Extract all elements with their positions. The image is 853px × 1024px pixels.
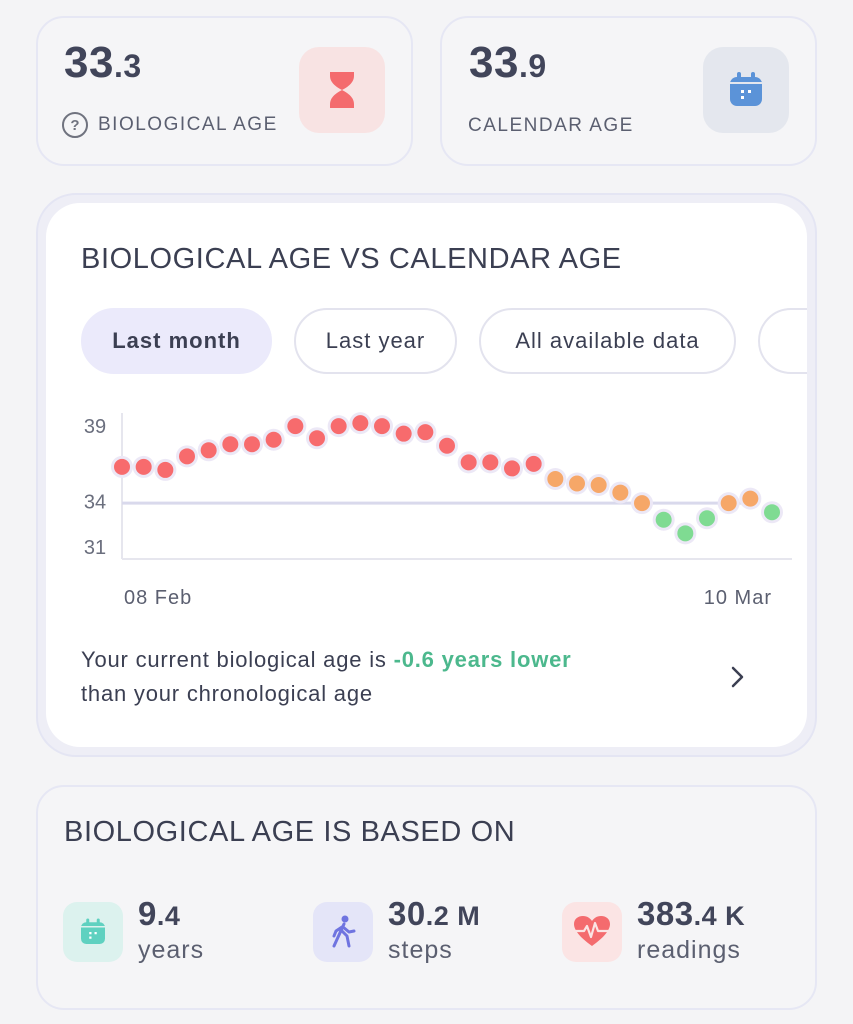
calendar-age-value: 33.9: [469, 38, 547, 87]
help-icon[interactable]: ?: [62, 112, 88, 138]
chevron-right-icon[interactable]: [730, 663, 746, 698]
data-point: [699, 510, 715, 527]
data-point: [157, 461, 174, 478]
data-point: [352, 415, 369, 432]
bio-vs-calendar-chart-card: BIOLOGICAL AGE VS CALENDAR AGE Last mont…: [46, 203, 807, 747]
chart-section-title: BIOLOGICAL AGE VS CALENDAR AGE: [81, 243, 622, 275]
y-tick-label: 34: [84, 492, 106, 514]
biological-age-label: BIOLOGICAL AGE: [98, 114, 278, 135]
data-point: [439, 437, 455, 454]
data-point: [655, 511, 672, 528]
data-point: [504, 460, 520, 477]
calendar-age-label: CALENDAR AGE: [468, 115, 634, 136]
tab-last-month[interactable]: Last month: [81, 308, 272, 374]
data-point: [244, 436, 260, 453]
calendar-icon: [63, 902, 123, 962]
steps-label: steps: [388, 936, 453, 964]
data-point: [395, 425, 412, 442]
data-point: [374, 418, 390, 435]
data-point: [330, 418, 347, 435]
data-point: [135, 458, 152, 475]
summary-text[interactable]: Your current biological age is -0.6 year…: [81, 647, 572, 706]
years-value: 9.4: [138, 895, 181, 932]
readings-value: 383.4 K: [637, 895, 746, 932]
data-point: [482, 454, 499, 471]
data-point: [590, 477, 607, 494]
data-point: [569, 475, 585, 492]
data-point: [179, 448, 195, 465]
data-point: [417, 424, 434, 441]
data-point: [525, 455, 542, 472]
based-on-title: BIOLOGICAL AGE IS BASED ON: [64, 816, 516, 848]
biological-age-label-row: ? BIOLOGICAL AGE: [62, 112, 278, 138]
readings-label: readings: [637, 936, 741, 964]
data-point: [547, 470, 564, 487]
data-point: [764, 504, 780, 521]
summary-highlight: -0.6 years lower: [393, 647, 572, 672]
tab-more[interactable]: [758, 308, 807, 374]
x-label-start: 08 Feb: [124, 587, 192, 609]
y-tick-label: 39: [84, 416, 106, 438]
data-point: [460, 454, 477, 471]
based-on-card: [36, 785, 817, 1010]
hourglass-icon: [299, 47, 385, 133]
tab-all-data[interactable]: All available data: [479, 308, 736, 374]
calendar-icon: [703, 47, 789, 133]
heart-rate-icon: [562, 902, 622, 962]
x-label-end: 10 Mar: [704, 587, 772, 609]
bio-age-chart: 39 34 31 08 Feb 10 Mar: [84, 412, 792, 609]
data-point: [720, 495, 737, 512]
years-label: years: [138, 936, 205, 964]
tab-last-year[interactable]: Last year: [294, 308, 457, 374]
data-point: [265, 431, 282, 448]
data-point: [612, 484, 629, 501]
data-point: [677, 525, 694, 542]
y-tick-label: 31: [84, 537, 106, 559]
walking-person-icon: [313, 902, 373, 962]
steps-value: 30.2 M: [388, 895, 481, 932]
biological-age-value: 33.3: [64, 38, 142, 87]
data-point: [222, 436, 239, 453]
data-point: [287, 418, 304, 435]
data-point: [309, 430, 325, 447]
data-point: [634, 495, 650, 512]
data-point: [200, 442, 217, 459]
data-point: [114, 458, 130, 475]
data-point: [742, 490, 759, 507]
